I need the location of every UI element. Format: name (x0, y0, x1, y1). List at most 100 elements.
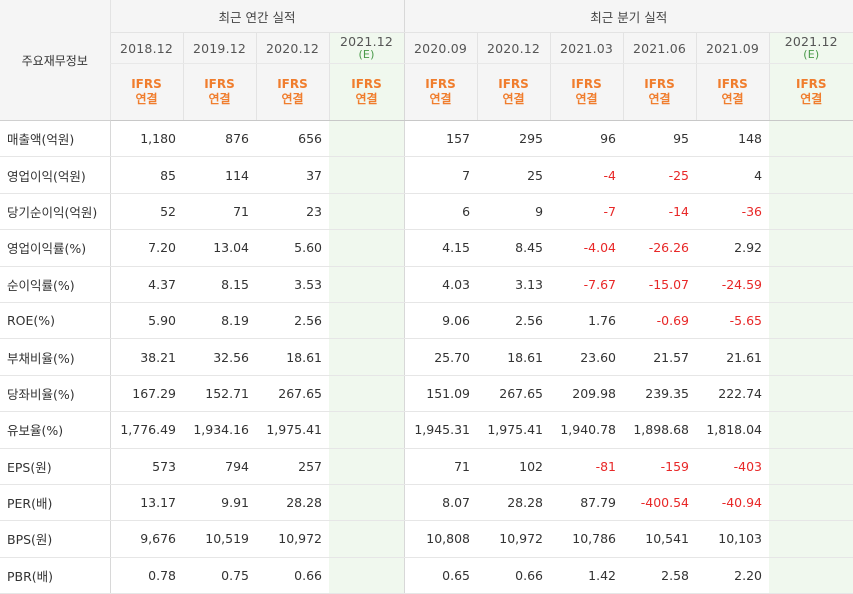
table-row: 당좌비율(%) 167.29 152.71 267.65 151.09 267.65 209… (0, 375, 853, 413)
table-cell: -7.67 (550, 266, 624, 303)
table-cell: 209.98 (550, 375, 624, 413)
table-cell: 8.15 (183, 266, 256, 303)
consolidated-label: 연결 (208, 92, 231, 106)
table-cell: 114 (183, 156, 256, 194)
table-cell: 9.91 (183, 484, 256, 522)
table-cell: 13.04 (183, 229, 256, 267)
table-cell: 1,898.68 (623, 411, 697, 449)
table-cell: 3.13 (477, 266, 551, 303)
table-cell (329, 338, 405, 376)
table-cell: 4 (696, 156, 770, 194)
table-cell: -36 (696, 193, 770, 231)
table-cell: -7 (550, 193, 624, 231)
row-label: ROE(%) (0, 302, 111, 340)
table-cell: 656 (256, 120, 329, 158)
period-label: 2018.12 (119, 40, 174, 56)
table-cell: 87.79 (550, 484, 624, 522)
table-cell: 151.09 (404, 375, 478, 413)
table-cell: 267.65 (477, 375, 551, 413)
row-label: BPS(원) (0, 520, 111, 558)
table-cell: -4 (550, 156, 624, 194)
table-cell: 222.74 (696, 375, 770, 413)
table-cell: 1,945.31 (404, 411, 478, 449)
table-cell: 85 (110, 156, 183, 194)
period-header: 2020.12 (476, 32, 551, 64)
row-label: 영업이익(억원) (0, 156, 111, 194)
table-cell (769, 375, 853, 413)
table-cell: 4.15 (404, 229, 478, 267)
table-cell: 28.28 (256, 484, 329, 522)
table-cell: -400.54 (623, 484, 697, 522)
ifrs-label: IFRS (717, 77, 748, 91)
consolidated-label: 연결 (281, 92, 304, 106)
ifrs-label: IFRS (498, 77, 529, 91)
table-cell: 71 (183, 193, 256, 231)
table-cell: 1,940.78 (550, 411, 624, 449)
table-cell: -26.26 (623, 229, 697, 267)
ifrs-label: IFRS (204, 77, 235, 91)
table-cell: 1,975.41 (256, 411, 329, 449)
consolidated-label: 연결 (721, 92, 744, 106)
ifrs-label: IFRS (277, 77, 308, 91)
table-cell: 4.37 (110, 266, 183, 303)
table-cell (769, 520, 853, 558)
table-row: 유보율(%) 1,776.49 1,934.16 1,975.41 1,945.31 1,… (0, 411, 853, 449)
row-label: 순이익률(%) (0, 266, 111, 303)
table-cell: 1.42 (550, 557, 624, 594)
table-cell: 21.57 (623, 338, 697, 376)
ifrs-consolidated-label: IFRS 연결 (109, 63, 183, 121)
table-cell: 18.61 (256, 338, 329, 376)
row-label: EPS(원) (0, 448, 111, 485)
table-cell: 2.20 (696, 557, 770, 594)
table-cell: -15.07 (623, 266, 697, 303)
table-cell: 10,519 (183, 520, 256, 558)
table-row: 매출액(억원) 1,180 876 656 157 295 96 95 148 (0, 120, 853, 158)
table-cell: -0.69 (623, 302, 697, 340)
table-cell: 10,972 (477, 520, 551, 558)
period-label: 2020.12 (486, 40, 541, 56)
row-label: PER(배) (0, 484, 111, 522)
table-cell: 23 (256, 193, 329, 231)
table-row: 당기순이익(억원) 52 71 23 6 9 -7 -14 -36 (0, 193, 853, 231)
table-cell: -159 (623, 448, 697, 485)
table-cell (769, 484, 853, 522)
period-header: 2020.09 (403, 32, 478, 64)
table-cell (329, 156, 405, 194)
table-cell: 1,818.04 (696, 411, 770, 449)
table-cell: 0.66 (477, 557, 551, 594)
table-cell: 9 (477, 193, 551, 231)
table-cell (329, 448, 405, 485)
table-cell: 0.75 (183, 557, 256, 594)
table-cell (769, 411, 853, 449)
ifrs-consolidated-label: IFRS 연결 (622, 63, 697, 121)
table-cell: -24.59 (696, 266, 770, 303)
row-label: 당기순이익(억원) (0, 193, 111, 231)
ifrs-label: IFRS (131, 77, 162, 91)
annual-group-header: 최근 연간 실적 (109, 0, 405, 33)
row-header-label: 주요재무정보 (0, 0, 110, 121)
quarter-group-header: 최근 분기 실적 (403, 0, 853, 33)
table-cell: 8.19 (183, 302, 256, 340)
table-cell: 3.53 (256, 266, 329, 303)
consolidated-label: 연결 (355, 92, 378, 106)
table-cell: 10,541 (623, 520, 697, 558)
table-cell: 1,776.49 (110, 411, 183, 449)
table-cell: 10,808 (404, 520, 478, 558)
table-cell: 9,676 (110, 520, 183, 558)
period-label: 2020.12 (265, 40, 320, 56)
table-cell: 0.78 (110, 557, 183, 594)
table-cell: 1.76 (550, 302, 624, 340)
table-cell: 573 (110, 448, 183, 485)
row-label: 부채비율(%) (0, 338, 111, 376)
period-header: 2019.12 (182, 32, 256, 64)
period-label: 2020.09 (413, 40, 468, 56)
table-row: PER(배) 13.17 9.91 28.28 8.07 28.28 87.79 -400.5… (0, 484, 853, 522)
table-cell: -14 (623, 193, 697, 231)
table-cell: 2.56 (256, 302, 329, 340)
table-cell (769, 302, 853, 340)
table-cell (329, 120, 405, 158)
consolidated-label: 연결 (575, 92, 598, 106)
row-label: 유보율(%) (0, 411, 111, 449)
table-cell (329, 484, 405, 522)
table-cell (329, 520, 405, 558)
